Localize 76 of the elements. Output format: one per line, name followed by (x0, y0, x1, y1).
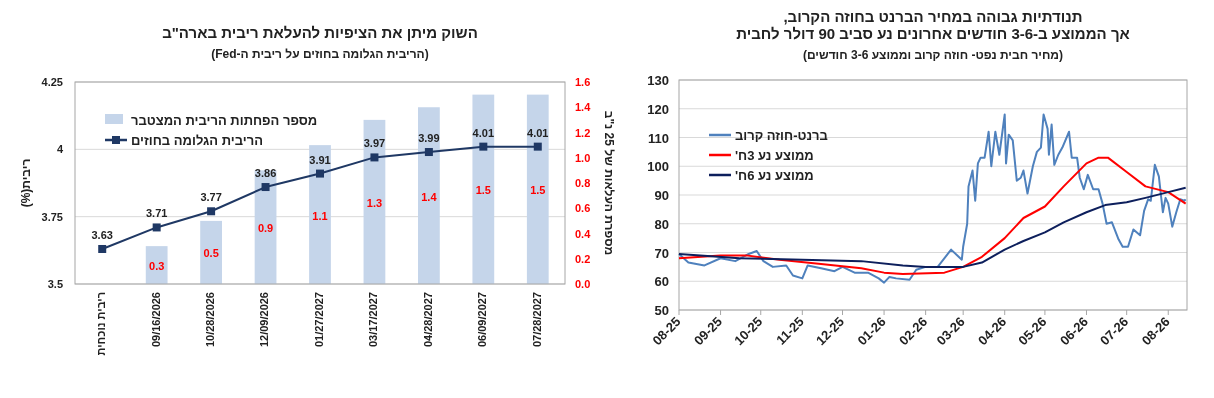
data-label: 1.4 (421, 190, 438, 203)
point (207, 207, 216, 216)
data-label: 1.3 (366, 196, 383, 209)
data-label: 3.91 (309, 153, 331, 166)
point (152, 223, 161, 232)
data-label: 0.5 (203, 247, 219, 260)
x-tick-label: 04/28/2027 (421, 292, 434, 348)
data-label: 0.3 (149, 260, 165, 273)
line-series (678, 186, 1187, 268)
y-tick-label: 110 (648, 130, 669, 146)
y2-tick-label: 0.8 (575, 177, 591, 189)
data-label: 1.5 (530, 184, 546, 197)
data-label: 3.71 (145, 207, 168, 220)
y-axis-title: ריבית(%) (19, 158, 33, 208)
y2-tick-label: 1.4 (575, 101, 592, 114)
data-label: 3.63 (91, 228, 113, 241)
x-tick-label: 10/28/2026 (204, 292, 217, 348)
data-label: 0.9 (257, 222, 274, 235)
chart-title: תנודתיות גבוהה במחיר הברנט בחוזה הקרוב, אך הממוצע ב-3-6 חודשים אחרונים נע סביב 90 דולר לחבית (736, 8, 1130, 42)
legend-label: ברנט-חוזה קרוב (735, 128, 828, 143)
x-tick-label: ריבית נוכחית (95, 292, 108, 356)
chart-subtitle: (הריבית הגלומה בחוזים על ריבית ה-Fed) (211, 47, 429, 61)
y2-tick-label: 0.2 (575, 252, 591, 265)
y-tick-label: 3.5 (47, 278, 63, 290)
legend-label: ממוצע נע 6ח' (735, 168, 814, 183)
x-tick-label: 09/16/2026 (149, 292, 162, 348)
x-tick-label: 01/27/2027 (312, 292, 325, 348)
data-label: 1.5 (475, 184, 491, 197)
y2-tick-label: 0.0 (575, 278, 591, 290)
x-tick-label: 12/09/2026 (258, 292, 271, 348)
point (479, 142, 488, 151)
bar (472, 94, 495, 284)
y-tick-label: 90 (654, 188, 669, 203)
y-tick-label: 100 (647, 159, 669, 175)
y2-axis-title: מספרת העלאות של 25 נ"ב (602, 110, 616, 256)
data-label: 4.01 (472, 126, 495, 139)
legend-label: ממוצע נע 3ח' (735, 148, 814, 163)
y-tick-label: 4.25 (41, 76, 63, 88)
point (424, 148, 433, 157)
point (261, 183, 270, 192)
line-series (678, 113, 1187, 284)
point (370, 153, 379, 162)
y-tick-label: 70 (654, 245, 669, 261)
data-label: 3.77 (200, 191, 222, 204)
y2-tick-label: 1.0 (575, 151, 591, 164)
y-tick-label: 120 (647, 101, 669, 117)
data-label: 1.1 (312, 209, 328, 222)
point (98, 244, 107, 253)
x-tick-label: 03/17/2027 (367, 292, 380, 348)
y-tick-label: 60 (654, 274, 669, 290)
data-label: 3.99 (418, 132, 440, 145)
data-label: 4.01 (527, 126, 549, 139)
y-tick-label: 50 (654, 303, 669, 318)
x-tick-label: 06/09/2027 (476, 292, 489, 348)
bar (526, 94, 549, 284)
y-tick-label: 3.75 (41, 210, 63, 223)
y2-tick-label: 1.6 (575, 76, 591, 88)
legend-label: מספר הפחתות הריבית המצטבר (131, 113, 318, 128)
y-tick-label: 80 (654, 216, 669, 232)
bar (418, 107, 440, 284)
bar (200, 220, 222, 284)
y2-tick-label: 0.4 (575, 227, 592, 240)
chart-subtitle: (מחיר חבית נפט- חוזה קרוב וממוצע 3-6 חודשים) (802, 48, 1064, 62)
bar (309, 145, 331, 284)
y2-tick-label: 1.2 (575, 126, 591, 139)
y-tick-label: 4 (56, 143, 64, 156)
y2-tick-label: 0.6 (575, 202, 591, 215)
data-label: 3.86 (254, 167, 277, 180)
legend-label: הריבית הגלומה בחוזים (131, 133, 263, 148)
chart-title: השוק מיתן את הציפיות להעלאת ריבית בארה"ב (162, 24, 478, 41)
x-tick-label: 07/28/2027 (530, 292, 543, 348)
point (316, 169, 324, 178)
bar (363, 119, 386, 284)
y-tick-label: 130 (647, 73, 669, 88)
data-label: 3.97 (363, 137, 386, 150)
point (533, 142, 542, 151)
